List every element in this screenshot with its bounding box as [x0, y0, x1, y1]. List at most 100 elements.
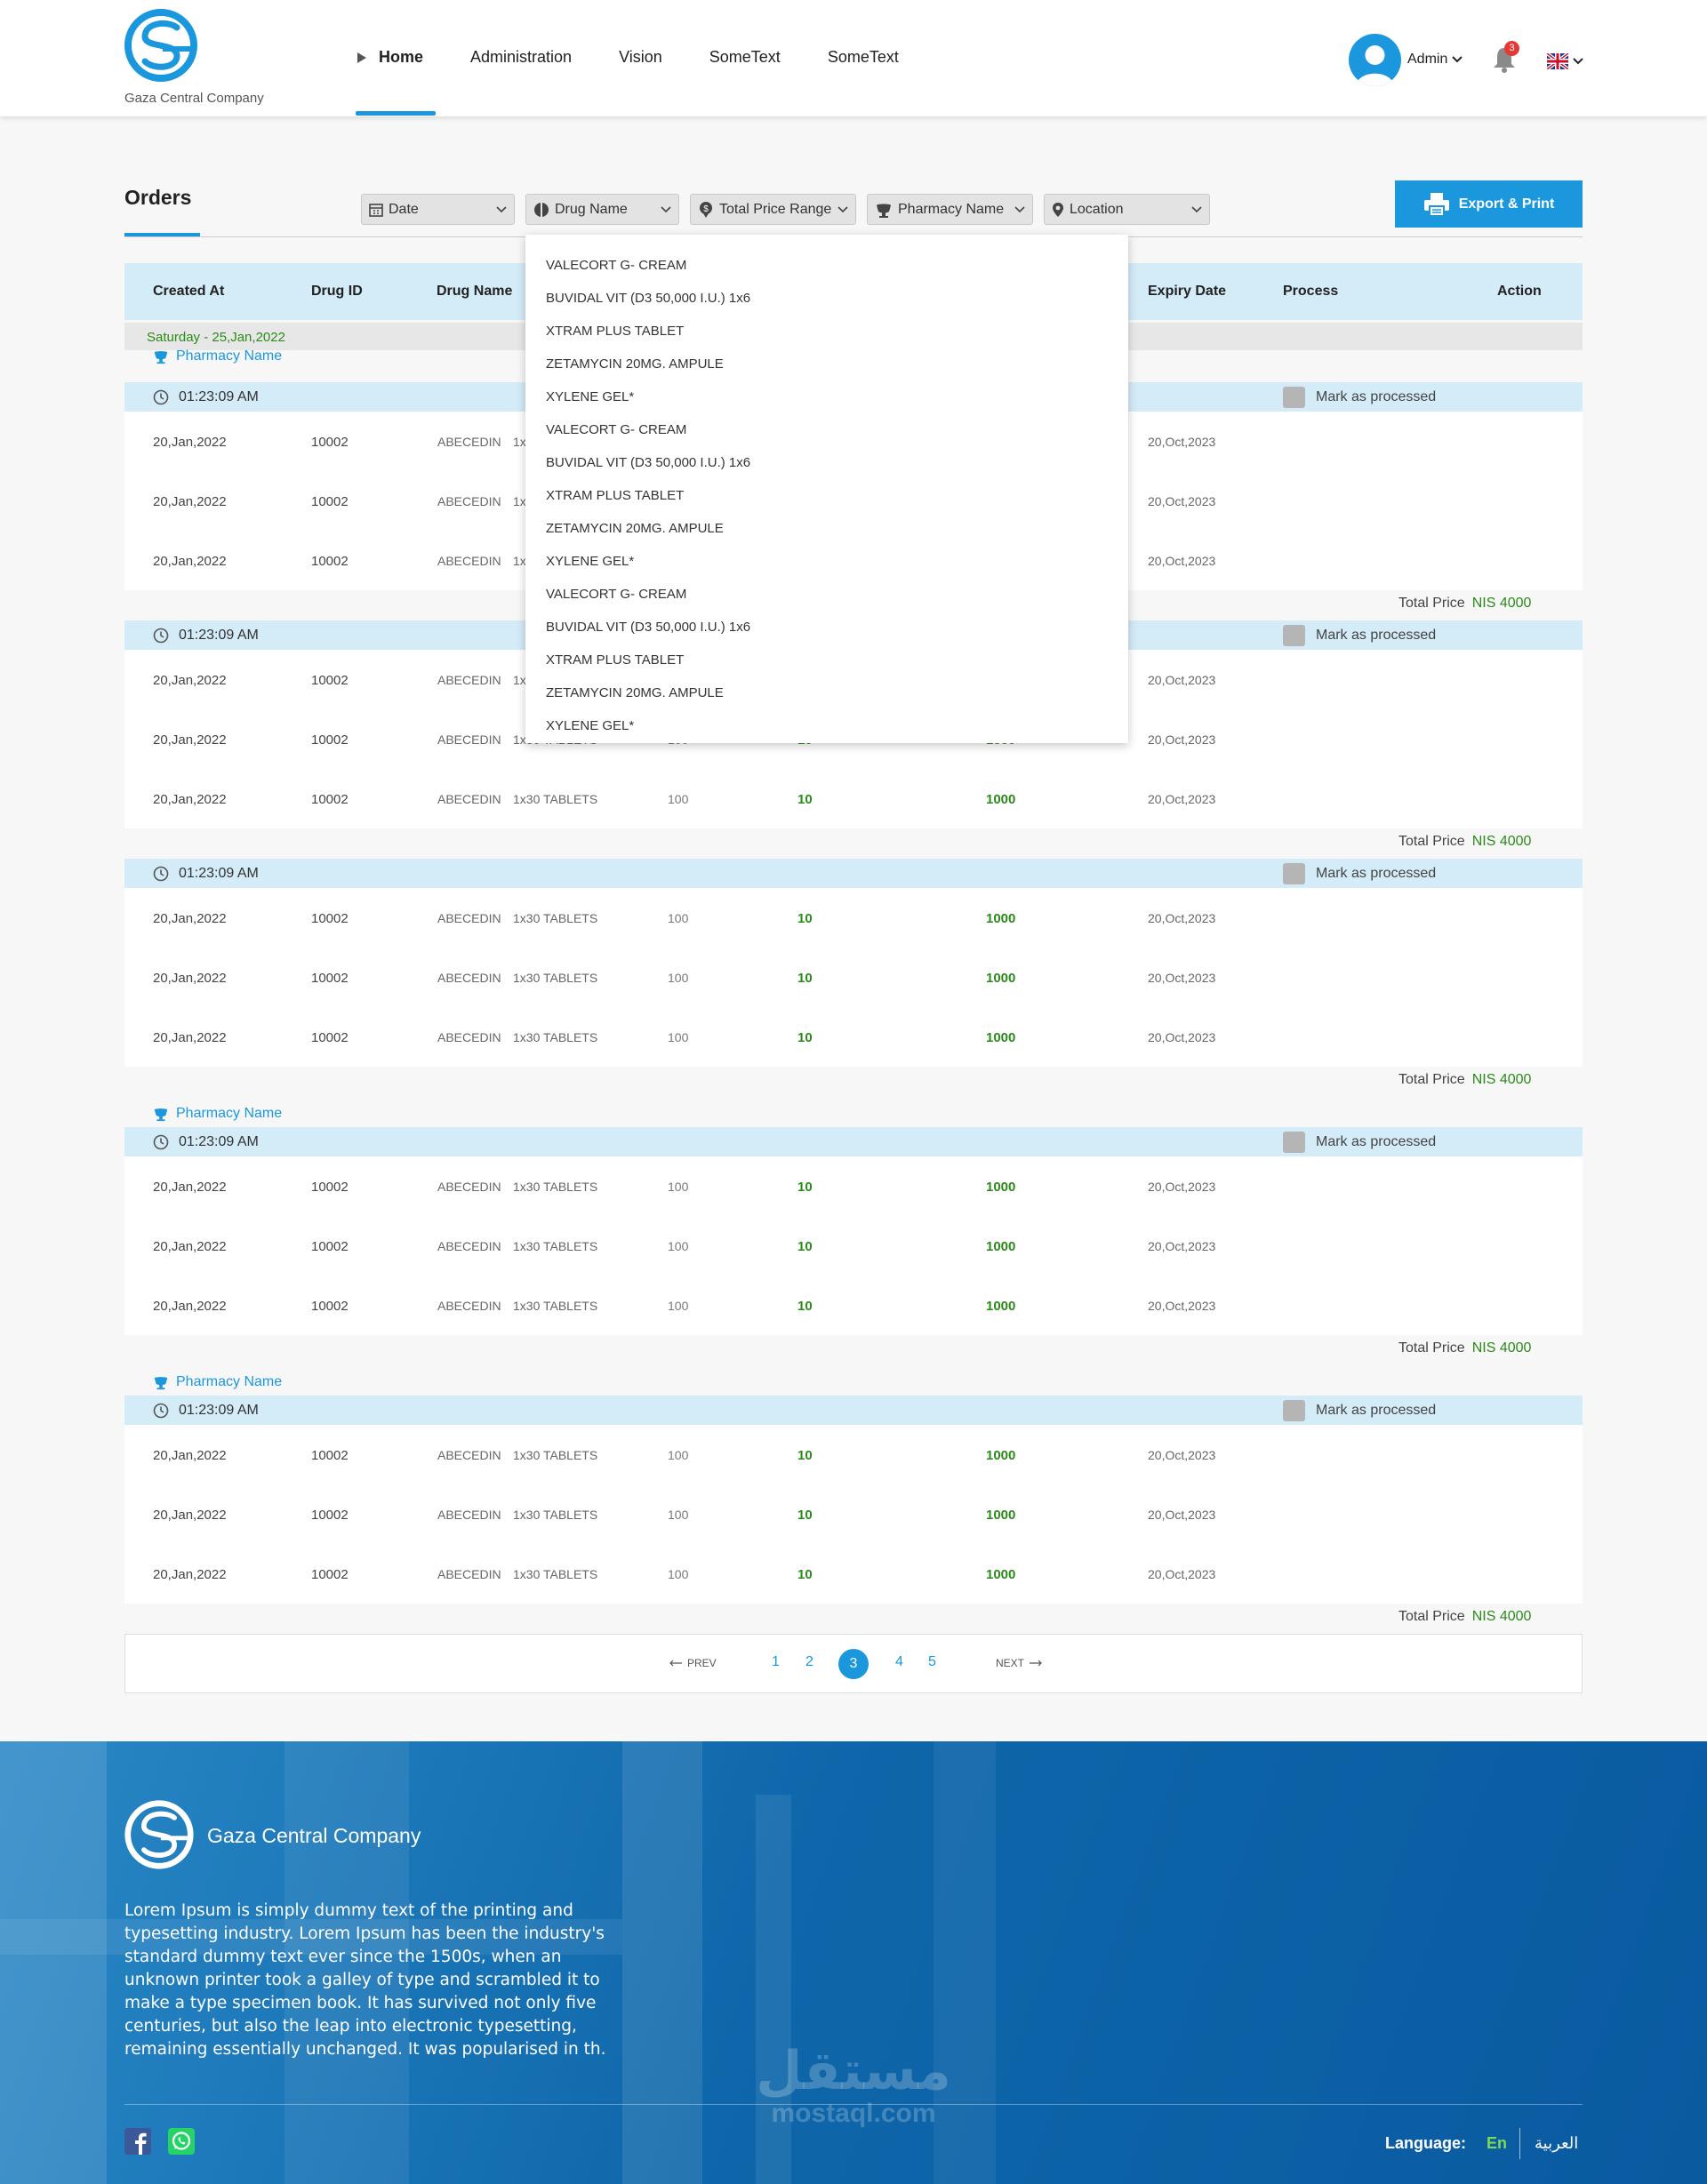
dropdown-option[interactable]: ZETAMYCIN 20MG. AMPULE — [546, 685, 724, 700]
next-label: NEXT — [996, 1657, 1025, 1669]
cell-expiry-date: 20,Oct,2023 — [1148, 554, 1216, 568]
filter-location-label: Location — [1070, 201, 1124, 217]
play-icon — [357, 52, 366, 63]
page-5[interactable]: 5 — [928, 1654, 936, 1669]
page-2[interactable]: 2 — [805, 1654, 813, 1669]
company-caption: Gaza Central Company — [124, 91, 264, 106]
nav-administration[interactable]: Administration — [470, 48, 573, 66]
order-total: Total Price NIS 4000 — [1398, 834, 1531, 850]
cell-pack: 1x30 TABLETS — [513, 1299, 598, 1313]
nav-vision[interactable]: Vision — [619, 48, 662, 66]
total-price-label: Total Price — [1398, 596, 1465, 611]
prev-page-button[interactable]: PREV — [669, 1657, 717, 1669]
clock-icon — [153, 389, 169, 405]
filter-pharmacy-name[interactable]: Pharmacy Name — [867, 194, 1033, 225]
cell-pack: 1x30 TABLETS — [513, 1567, 598, 1581]
cell-expiry-date: 20,Oct,2023 — [1148, 1030, 1216, 1044]
dropdown-option[interactable]: XYLENE GEL* — [546, 554, 635, 569]
language-en[interactable]: En — [1487, 2134, 1508, 2152]
pagination: PREV 1 2 3 4 5 NEXT — [124, 1634, 1583, 1693]
nav-sometext-1[interactable]: SomeText — [709, 48, 781, 66]
dropdown-option[interactable]: XYLENE GEL* — [546, 718, 635, 733]
pharmacy-icon — [154, 1108, 168, 1122]
next-page-button[interactable]: NEXT — [996, 1657, 1043, 1669]
mark-as-processed-checkbox[interactable]: Mark as processed — [1283, 863, 1436, 884]
pharmacy-name-label[interactable]: Pharmacy Name — [153, 1106, 282, 1122]
order-time-value: 01:23:09 AM — [179, 866, 259, 881]
checkbox-box[interactable] — [1283, 863, 1305, 884]
dropdown-option[interactable]: ZETAMYCIN 20MG. AMPULE — [546, 356, 724, 372]
checkbox-box[interactable] — [1283, 387, 1305, 408]
language-selector[interactable] — [1547, 53, 1583, 69]
nav-home[interactable]: Home — [356, 48, 423, 67]
cell-expiry-date: 20,Oct,2023 — [1148, 673, 1216, 687]
language-ar[interactable]: العربية — [1535, 2134, 1579, 2152]
filter-drug-name-label: Drug Name — [555, 201, 628, 217]
cell-quantity: 100 — [668, 1180, 689, 1194]
user-menu[interactable]: Admin — [1407, 52, 1463, 68]
dropdown-option[interactable]: XYLENE GEL* — [546, 389, 635, 404]
cell-quantity: 100 — [668, 911, 689, 925]
mark-as-processed-checkbox[interactable]: Mark as processed — [1283, 387, 1436, 408]
dropdown-option[interactable]: XTRAM PLUS TABLET — [546, 488, 685, 503]
export-print-button[interactable]: Export & Print — [1395, 180, 1583, 228]
dropdown-option[interactable]: BUVIDAL VIT (D3 50,000 I.U.) 1x6 — [546, 455, 751, 470]
order-time-value: 01:23:09 AM — [179, 628, 259, 643]
cell-expiry-date: 20,Oct,2023 — [1148, 1508, 1216, 1522]
total-price-value: NIS 4000 — [1471, 596, 1532, 611]
checkbox-box[interactable] — [1283, 1400, 1305, 1421]
page-4[interactable]: 4 — [895, 1654, 903, 1669]
filter-total-price-label: Total Price Range — [719, 201, 832, 217]
total-price-value: NIS 4000 — [1471, 1609, 1532, 1624]
filter-location[interactable]: Location — [1044, 194, 1210, 225]
filter-drug-name[interactable]: Drug Name — [525, 194, 679, 225]
dropdown-option[interactable]: BUVIDAL VIT (D3 50,000 I.U.) 1x6 — [546, 291, 751, 306]
dropdown-option[interactable]: VALECORT G- CREAM — [546, 422, 687, 437]
company-logo[interactable] — [124, 8, 198, 87]
price-tag-icon: $ — [698, 201, 714, 219]
facebook-icon[interactable] — [124, 2128, 151, 2159]
pharmacy-name-label[interactable]: Pharmacy Name — [153, 348, 282, 364]
mark-as-processed-label: Mark as processed — [1316, 1403, 1437, 1418]
cell-value-a: 10 — [797, 911, 813, 926]
nav-sometext-2[interactable]: SomeText — [827, 48, 899, 66]
cell-quantity: 100 — [668, 971, 689, 985]
dropdown-option[interactable]: BUVIDAL VIT (D3 50,000 I.U.) 1x6 — [546, 620, 751, 635]
cell-drug-name: ABECEDIN — [437, 1448, 501, 1462]
page-3-current[interactable]: 3 — [838, 1649, 869, 1679]
filter-pharmacy-label: Pharmacy Name — [898, 201, 1005, 217]
mark-as-processed-checkbox[interactable]: Mark as processed — [1283, 1400, 1436, 1421]
cell-drug-name: ABECEDIN — [437, 1299, 501, 1313]
avatar[interactable] — [1349, 34, 1401, 86]
pharmacy-name-label[interactable]: Pharmacy Name — [153, 1374, 282, 1390]
checkbox-box[interactable] — [1283, 1132, 1305, 1153]
whatsapp-icon[interactable] — [168, 2128, 195, 2159]
dropdown-option[interactable]: XTRAM PLUS TABLET — [546, 652, 685, 668]
dropdown-option[interactable]: ZETAMYCIN 20MG. AMPULE — [546, 521, 724, 536]
cell-drug-id: 10002 — [311, 554, 349, 569]
dropdown-option[interactable]: VALECORT G- CREAM — [546, 258, 687, 273]
cell-drug-name: ABECEDIN — [437, 1239, 501, 1253]
cell-drug-id: 10002 — [311, 1448, 349, 1463]
order-time: 01:23:09 AM — [153, 866, 259, 882]
order-total: Total Price NIS 4000 — [1398, 596, 1531, 612]
total-price-value: NIS 4000 — [1471, 1072, 1532, 1087]
dropdown-option[interactable]: VALECORT G- CREAM — [546, 587, 687, 602]
dropdown-option[interactable]: XTRAM PLUS TABLET — [546, 324, 685, 339]
mark-as-processed-checkbox[interactable]: Mark as processed — [1283, 1132, 1436, 1153]
footer-company-name: Gaza Central Company — [207, 1824, 421, 1847]
checkbox-box[interactable] — [1283, 625, 1305, 646]
filter-date[interactable]: Date — [361, 194, 515, 225]
cell-quantity: 100 — [668, 792, 689, 806]
cell-created-at: 20,Jan,2022 — [153, 1508, 227, 1523]
pharmacy-name: Pharmacy Name — [176, 1374, 283, 1389]
day-label: Saturday - 25,Jan,2022 — [147, 330, 285, 345]
filter-total-price-range[interactable]: $ Total Price Range — [690, 194, 856, 225]
cell-value-b: 1000 — [986, 1448, 1016, 1463]
page-1[interactable]: 1 — [772, 1654, 780, 1669]
cell-value-b: 1000 — [986, 1299, 1016, 1314]
total-price-label: Total Price — [1398, 1072, 1465, 1087]
clock-icon — [153, 1134, 169, 1150]
mark-as-processed-checkbox[interactable]: Mark as processed — [1283, 625, 1436, 646]
top-header: Gaza Central Company Home Administration… — [0, 0, 1707, 116]
